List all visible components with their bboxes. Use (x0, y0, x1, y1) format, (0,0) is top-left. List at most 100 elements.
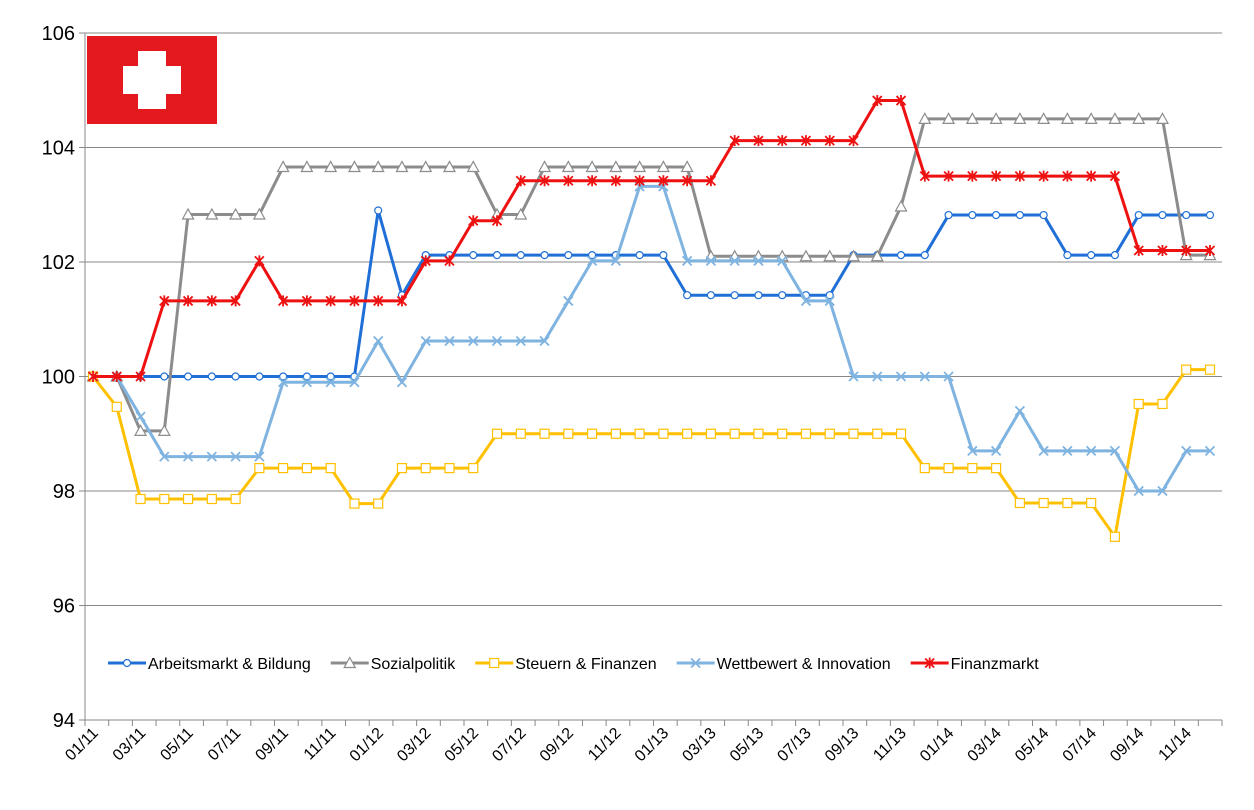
y-tick-label: 102 (42, 252, 75, 274)
marker (489, 657, 500, 669)
marker (918, 112, 932, 124)
marker (753, 255, 764, 266)
legend-label: Arbeitsmarkt & Bildung (148, 656, 311, 673)
marker (777, 428, 788, 439)
marker (705, 428, 717, 439)
marker (586, 255, 598, 266)
marker (1062, 170, 1073, 182)
marker (111, 401, 122, 412)
marker (254, 255, 265, 267)
legend-label: Sozialpolitik (371, 656, 456, 673)
marker (1204, 445, 1216, 457)
marker (1014, 497, 1025, 509)
marker (800, 295, 812, 307)
marker (349, 498, 360, 509)
marker (182, 493, 194, 505)
marker (1037, 112, 1051, 124)
marker (419, 160, 433, 173)
marker (610, 428, 621, 439)
marker (349, 295, 360, 307)
marker (924, 657, 935, 669)
marker (444, 463, 455, 474)
legend-item: Sozialpolitik (330, 656, 456, 673)
line (93, 117, 1210, 433)
marker (943, 463, 954, 474)
line (93, 99, 1210, 378)
marker (466, 160, 480, 173)
marker (396, 463, 408, 474)
marker (896, 251, 906, 260)
marker (1013, 112, 1027, 124)
marker (990, 445, 1002, 457)
marker (206, 493, 217, 505)
marker (277, 377, 289, 388)
marker (326, 372, 335, 381)
y-tick-label: 98 (53, 481, 75, 503)
marker (729, 428, 740, 439)
marker (919, 170, 930, 182)
marker (230, 295, 241, 307)
marker (729, 255, 740, 266)
marker (706, 291, 716, 300)
marker (1204, 245, 1216, 257)
marker (469, 251, 478, 260)
marker (730, 291, 739, 300)
marker (1182, 210, 1191, 220)
marker (990, 170, 1002, 182)
marker (1134, 210, 1143, 220)
marker (872, 371, 883, 382)
marker (206, 451, 217, 462)
marker (1086, 170, 1097, 182)
marker (492, 251, 502, 260)
marker (585, 160, 599, 173)
y-tick-label: 100 (42, 367, 75, 389)
marker (343, 656, 357, 669)
marker (967, 463, 978, 474)
marker (1133, 485, 1144, 497)
marker (586, 428, 598, 439)
marker (1181, 445, 1192, 457)
marker (563, 175, 574, 187)
marker (1155, 112, 1169, 124)
marker (680, 160, 694, 173)
marker (563, 428, 574, 439)
line (93, 184, 1210, 493)
marker (610, 255, 621, 266)
marker (919, 463, 930, 474)
marker (515, 335, 526, 347)
marker (157, 424, 171, 436)
marker (135, 493, 146, 505)
marker (1204, 364, 1216, 375)
marker (468, 463, 479, 474)
marker (347, 160, 361, 173)
marker (824, 135, 835, 147)
marker (872, 95, 883, 107)
marker (729, 135, 740, 147)
marker (609, 160, 623, 173)
marker (301, 295, 313, 307)
marker (943, 170, 954, 182)
marker (302, 372, 311, 381)
marker (396, 295, 408, 307)
marker (1086, 445, 1097, 457)
series (87, 364, 1216, 542)
marker (586, 175, 598, 187)
marker (753, 428, 764, 439)
marker (111, 371, 122, 382)
marker (122, 658, 132, 668)
marker (824, 295, 835, 307)
marker (181, 207, 195, 220)
marker (254, 451, 265, 462)
series (87, 181, 1216, 497)
legend-item: Wettbewert & Innovation (676, 656, 891, 673)
marker (444, 335, 455, 347)
legend-label: Finanzmarkt (951, 656, 1040, 673)
marker (514, 207, 528, 220)
marker (1132, 112, 1146, 124)
marker (442, 160, 457, 173)
marker (279, 372, 288, 381)
marker (468, 335, 479, 347)
marker (373, 335, 384, 347)
marker (659, 251, 668, 260)
y-tick-label: 94 (53, 710, 75, 732)
